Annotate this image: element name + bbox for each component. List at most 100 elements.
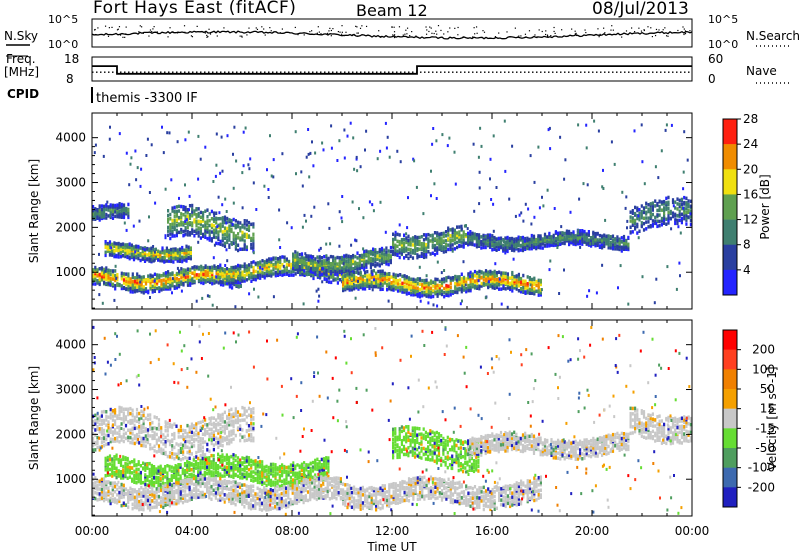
- power-cell: [502, 247, 505, 252]
- velocity-cell: [188, 430, 191, 434]
- power-cell: [281, 269, 284, 274]
- power-cell: [127, 280, 130, 284]
- velocity-cell: [118, 428, 121, 432]
- power-cell: [403, 280, 406, 285]
- power-cell: [221, 280, 224, 284]
- noise-search-dot: [125, 33, 127, 35]
- power-cell: [94, 267, 97, 272]
- power-cell: [357, 271, 360, 275]
- velocity-cell: [195, 433, 198, 437]
- power-cell: [234, 237, 237, 241]
- power-cell: [221, 272, 224, 276]
- power-cell: [164, 271, 167, 275]
- velocity-cell: [140, 443, 143, 448]
- velocity-cell: [144, 429, 147, 433]
- velocity-cell: [146, 428, 150, 432]
- power-sparse-cell: [270, 174, 273, 178]
- power-cell: [676, 218, 679, 223]
- power-cell: [689, 218, 692, 223]
- power-cell: [629, 230, 632, 234]
- power-cell: [427, 288, 430, 292]
- power-cell: [663, 216, 666, 220]
- power-cell: [230, 282, 233, 286]
- power-sparse-cell: [118, 132, 121, 136]
- power-cell: [506, 286, 509, 290]
- power-cell: [453, 228, 456, 232]
- noise-search-dot: [684, 32, 687, 35]
- power-cell: [520, 282, 523, 286]
- power-cell: [130, 247, 133, 251]
- power-cell: [456, 287, 459, 291]
- power-cell: [111, 277, 115, 281]
- power-cell: [307, 254, 310, 258]
- power-sparse-cell: [269, 134, 271, 138]
- power-cell: [294, 272, 297, 276]
- velocity-cell: [190, 430, 193, 435]
- power-cell: [357, 282, 360, 287]
- noise-search-dot: [341, 33, 343, 35]
- power-cell: [189, 283, 192, 287]
- power-cell: [141, 253, 144, 258]
- power-cell: [332, 273, 335, 278]
- power-cell: [152, 251, 155, 255]
- power-cell: [296, 265, 299, 269]
- power-cell: [411, 251, 415, 255]
- power-cell: [674, 200, 677, 204]
- power-cell: [350, 285, 353, 289]
- power-cell: [138, 287, 141, 291]
- power-cell: [660, 223, 663, 227]
- noise-search-dot: [167, 36, 169, 38]
- power-cell: [285, 264, 288, 269]
- power-cell: [241, 275, 244, 279]
- power-cell: [343, 268, 346, 273]
- power-sparse-cell: [593, 119, 596, 123]
- power-cell: [323, 259, 326, 263]
- power-cell: [127, 272, 130, 276]
- power-cell: [642, 228, 646, 232]
- power-cell: [301, 272, 304, 277]
- power-sparse-cell: [217, 195, 220, 199]
- power-cell: [217, 236, 220, 240]
- power-cell: [414, 244, 417, 248]
- power-cell: [364, 282, 367, 286]
- power-cell: [449, 293, 452, 297]
- power-cell: [506, 249, 509, 254]
- velocity-cell: [197, 439, 200, 443]
- velocity-cell: [228, 430, 231, 434]
- power-cell: [232, 223, 235, 228]
- power-cell: [256, 273, 260, 278]
- power-cell: [228, 224, 231, 228]
- power-cell: [554, 230, 557, 234]
- power-cell: [169, 277, 172, 281]
- power-cell: [217, 223, 220, 228]
- power-sparse-cell: [139, 184, 142, 188]
- velocity-cell: [120, 435, 123, 439]
- power-cell: [451, 230, 454, 234]
- power-cell: [283, 272, 286, 277]
- power-cell: [92, 214, 95, 218]
- power-cell: [116, 210, 119, 215]
- power-cell: [445, 278, 448, 283]
- power-cell: [460, 277, 463, 281]
- power-cell: [176, 248, 179, 252]
- velocity-cell: [193, 439, 196, 444]
- power-cell: [504, 245, 507, 249]
- power-cell: [476, 284, 479, 288]
- power-cell: [491, 235, 494, 240]
- power-sparse-cell: [215, 132, 218, 136]
- power-sparse-cell: [686, 158, 689, 162]
- power-cell: [92, 273, 95, 278]
- velocity-cell: [212, 437, 215, 442]
- power-cell: [658, 219, 661, 224]
- power-cell: [631, 219, 634, 223]
- noise-search-dot: [574, 30, 576, 32]
- power-sparse-cell: [388, 155, 391, 159]
- power-cell: [537, 281, 540, 286]
- power-sparse-cell: [109, 125, 111, 129]
- power-sparse-cell: [272, 158, 275, 162]
- power-cell: [533, 276, 536, 281]
- power-cell: [186, 225, 189, 230]
- power-cell: [425, 249, 428, 254]
- power-cell: [92, 282, 95, 286]
- velocity-cell: [182, 452, 185, 456]
